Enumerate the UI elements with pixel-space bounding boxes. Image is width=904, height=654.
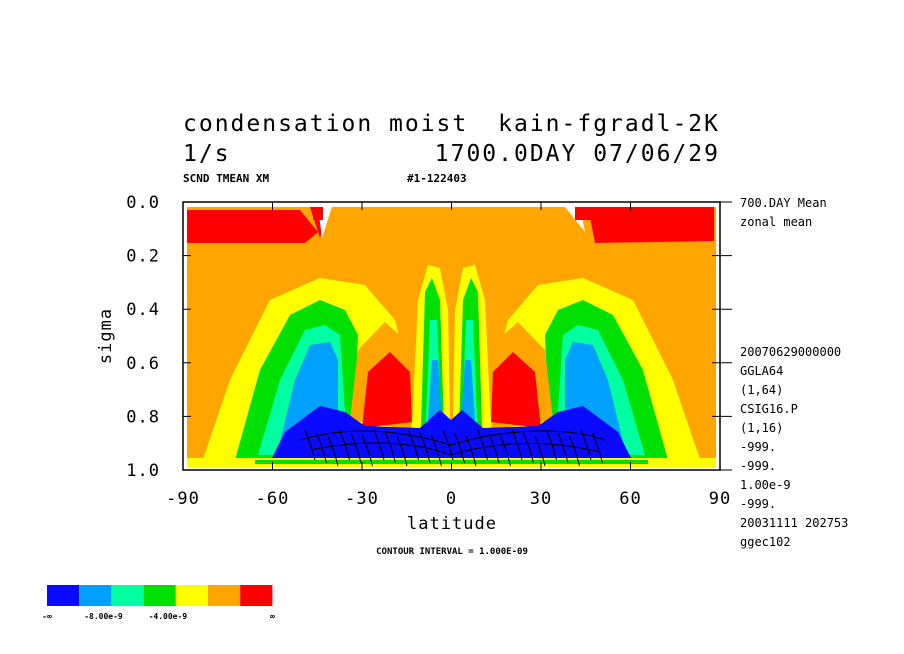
- meta-label: GGLA64: [740, 364, 783, 378]
- y-tick-label: 0.4: [126, 300, 160, 320]
- y-tick-label: 0.8: [126, 407, 160, 427]
- y-tick-label: 0.0: [126, 193, 160, 213]
- colorbar-box: [79, 585, 112, 606]
- variable-label: SCND TMEAN XM: [183, 172, 269, 185]
- y-tick-label: 0.6: [126, 354, 160, 374]
- colorbar-box: [240, 585, 273, 606]
- contour-fill: [491, 352, 541, 428]
- x-tick-label: 30: [530, 489, 552, 509]
- colorbar-box: [175, 585, 208, 606]
- colorbar-box: [208, 585, 241, 606]
- contour-fill: [428, 360, 442, 420]
- x-tick-label: 90: [709, 489, 731, 509]
- contour-interval: CONTOUR INTERVAL = 1.000E-09: [376, 547, 528, 557]
- y-tick-label: 0.2: [126, 247, 160, 267]
- meta-label: 1.00e-9: [740, 478, 791, 492]
- colorbar-box: [143, 585, 176, 606]
- contour-fill: [588, 207, 714, 243]
- colorbar-label: -∞: [42, 612, 52, 621]
- meta-label: -999.: [740, 440, 776, 454]
- y-axis-label: sigma: [96, 308, 116, 364]
- colorbar-box: [111, 585, 144, 606]
- contour-field: [187, 207, 716, 468]
- meta-label: (1,16): [740, 421, 783, 435]
- run-label: #1-122403: [407, 172, 467, 185]
- contour-fill: [313, 207, 323, 220]
- info-label: 700.DAY Mean: [740, 196, 827, 210]
- x-tick-label: 0: [446, 489, 457, 509]
- y-tick-label: 1.0: [126, 461, 160, 481]
- contour-fill: [187, 210, 318, 243]
- units-label: 1/s: [183, 141, 231, 167]
- x-tick-label: 60: [619, 489, 641, 509]
- meta-label: -999.: [740, 497, 776, 511]
- colorbar-label: -4.00e-9: [149, 612, 188, 621]
- chart-title: condensation moist: [183, 111, 468, 137]
- info-label: zonal mean: [740, 215, 812, 229]
- x-tick-label: -30: [345, 489, 379, 509]
- experiment-label: kain-fgradl-2K: [498, 111, 720, 137]
- time-label: 1700.0DAY 07/06/29: [435, 141, 720, 167]
- meta-label: (1,64): [740, 383, 783, 397]
- colorbar-label: ∞: [270, 612, 275, 621]
- contour-fill: [270, 406, 633, 462]
- colorbar-label: -8.00e-9: [84, 612, 123, 621]
- meta-label: 20070629000000: [740, 345, 841, 359]
- meta-label: CSIG16.P: [740, 402, 798, 416]
- meta-label: -999.: [740, 459, 776, 473]
- contour-fill: [362, 352, 412, 428]
- contour-fill: [575, 207, 597, 220]
- x-tick-label: -90: [166, 489, 200, 509]
- contour-line: [299, 430, 606, 456]
- x-tick-label: -60: [256, 489, 290, 509]
- contour-fill: [461, 360, 475, 420]
- colorbar-box: [47, 585, 80, 606]
- x-axis-label: latitude: [407, 514, 497, 534]
- meta-label: ggec102: [740, 535, 791, 549]
- meta-label: 20031111 202753: [740, 516, 848, 530]
